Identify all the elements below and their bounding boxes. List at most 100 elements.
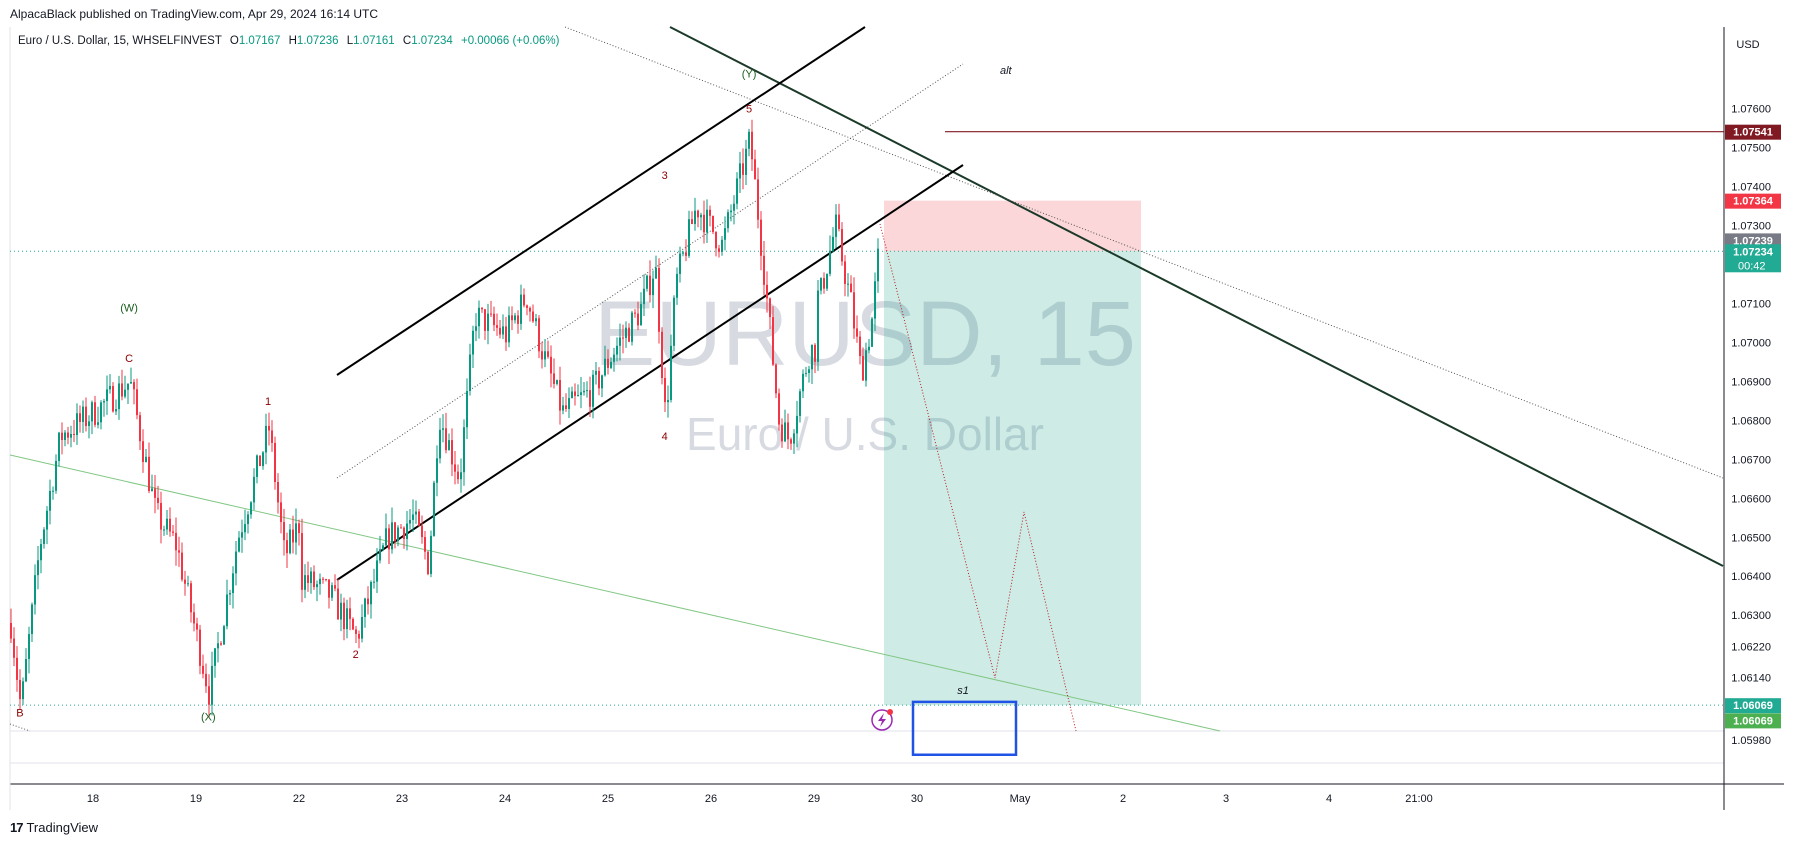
candle-body [442,428,444,430]
candle-body [175,532,177,551]
candle-body [625,327,627,339]
candle-body [760,219,762,256]
candle-body [274,442,276,483]
price-tick-label: 1.06800 [1731,415,1771,427]
candle-body [529,307,531,312]
candle-body [562,405,564,411]
candle-body [10,622,12,639]
candle-body [70,434,72,438]
tradingview-brand: TradingView [26,820,99,835]
candle-body [370,582,372,605]
candle-body [415,511,417,515]
candle-body [286,540,288,554]
candle-body [526,305,528,308]
candle-body [271,430,273,443]
candle-body [115,409,117,412]
candle-body [634,312,636,314]
candle-body [505,326,507,343]
candle-body [820,278,822,291]
candle-body [679,253,681,274]
candle-body [178,550,180,553]
candle-body [808,369,810,373]
candle-body [475,326,477,331]
candle-body [607,358,609,368]
candle-body [853,292,855,329]
candle-body [790,439,792,444]
candle-body [742,163,744,175]
candle-body [169,518,171,532]
candle-body [523,294,525,306]
candle-body [64,432,66,440]
candle-body [142,441,144,462]
candle-body [841,229,843,262]
candle-body [865,350,867,381]
candle-body [97,422,99,425]
candle-body [754,159,756,180]
candle-body [700,214,702,218]
price-badge-bg [1725,124,1781,140]
candle-body [40,544,42,561]
candle-body [217,643,219,649]
candle-body [313,571,315,588]
candle-body [724,228,726,240]
candle-body [34,575,36,605]
candle-body [817,290,819,362]
price-tick-label: 1.07600 [1731,104,1771,116]
candle-body [712,215,714,233]
price-badge-bg [1725,244,1781,273]
time-tick-label: 2 [1120,793,1126,805]
watermark-name: Euro / U.S. Dollar [686,408,1044,460]
candle-body [343,602,345,630]
candle-body [451,440,453,465]
candle-body [193,612,195,624]
candle-body [121,383,123,397]
candle-body [775,364,777,394]
price-badge-bg [1725,698,1781,714]
stop-loss-zone [884,200,1141,252]
candle-body [832,236,834,251]
candle-body [592,374,594,407]
candle-body [511,315,513,321]
candle-body [472,330,474,355]
candle-body [550,356,552,374]
candle-body [697,210,699,218]
candle-body [211,665,213,705]
time-tick-label: 25 [602,793,614,805]
candle-body [805,372,807,374]
candle-body [310,571,312,584]
support-trendline [9,454,1221,732]
wave-label: 3 [662,170,668,182]
candle-body [250,502,252,515]
wave-label: 5 [746,104,752,116]
take-profit-zone [884,251,1141,706]
price-tick-label: 1.06500 [1731,532,1771,544]
ohlc-change: +0.00066 (+0.06%) [460,35,560,47]
candle-body [454,464,456,472]
price-badge-countdown: 00:42 [1738,260,1766,272]
candle-body [658,267,660,332]
candle-body [655,267,657,279]
candle-body [85,406,87,426]
candle-body [463,427,465,473]
candle-body [67,432,69,438]
wave-label: 4 [662,431,668,443]
candle-body [328,579,330,598]
candle-body [580,392,582,395]
candle-body [499,327,501,335]
price-tick-label: 1.06220 [1731,641,1771,653]
candle-body [682,252,684,254]
candle-body [661,331,663,378]
candle-body [235,551,237,574]
candle-body [568,398,570,409]
candle-body [847,283,849,285]
candle-body [868,346,870,351]
symbol-legend: Euro / U.S. Dollar, 15, WHSELFINVEST O1.… [18,35,559,47]
candle-body [334,585,336,589]
candle-body [874,281,876,319]
candle-body [82,406,84,422]
price-tick-label: 1.06600 [1731,493,1771,505]
price-badge-bg [1725,193,1781,209]
candle-body [667,399,669,403]
